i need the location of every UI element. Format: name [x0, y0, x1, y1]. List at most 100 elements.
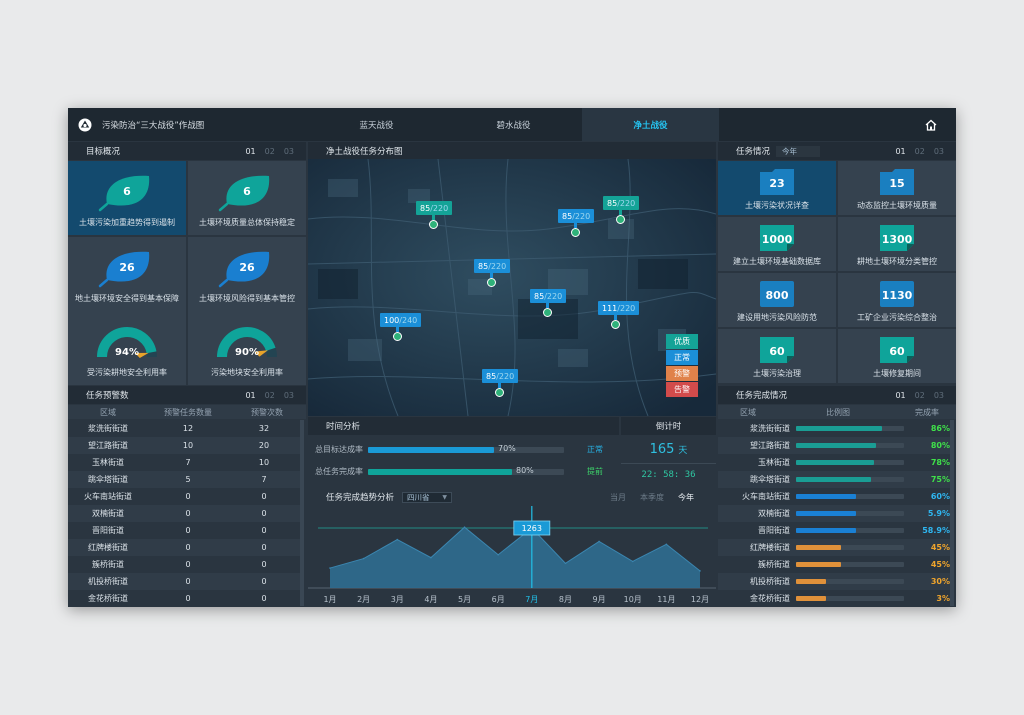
range-quarter[interactable]: 本季度	[640, 492, 664, 502]
row-ratio-bar	[796, 562, 904, 567]
page-2[interactable]: 02	[914, 146, 925, 156]
row-completion-rate: 86%	[930, 424, 950, 433]
row-region: 火车南站街道	[84, 492, 132, 501]
row-region: 金花桥街道	[750, 594, 790, 603]
page-3[interactable]: 03	[283, 390, 294, 400]
table-row[interactable]: 晋阳街道 0 0	[68, 522, 300, 539]
row-ratio-bar-fill	[796, 460, 874, 465]
range-year[interactable]: 今年	[678, 492, 694, 502]
completion-table-header: 区域 比例图 完成率	[718, 405, 956, 419]
row-completion-rate: 78%	[930, 458, 950, 467]
row-region: 红牌楼街道	[88, 543, 128, 552]
table-row[interactable]: 簇桥街道 0 0	[68, 556, 300, 573]
table-row[interactable]: 玉林街道 78%	[718, 454, 950, 471]
pin-stem	[490, 273, 493, 278]
tasks-pager: 01 02 03	[895, 142, 944, 160]
table-row[interactable]: 望江路街道 10 20	[68, 437, 300, 454]
countdown-clock: 22: 58: 36	[621, 463, 716, 485]
table-row[interactable]: 簇桥街道 45%	[718, 556, 950, 573]
row-region: 双楠街道	[758, 509, 790, 518]
page-2[interactable]: 02	[264, 390, 275, 400]
table-row[interactable]: 红牌楼街道 0 0	[68, 539, 300, 556]
table-row[interactable]: 双楠街道 0 0	[68, 505, 300, 522]
task-card[interactable]: 60 土壤修复期间	[838, 329, 956, 383]
page-3[interactable]: 03	[933, 146, 944, 156]
tab-blue-sky[interactable]: 蓝天战役	[308, 108, 445, 141]
task-card[interactable]: 1300 耕地土壤环境分类管控	[838, 217, 956, 271]
target-card[interactable]: 94% 受污染耕地安全利用率	[68, 311, 186, 385]
page-1[interactable]: 01	[895, 390, 906, 400]
row-region: 跳伞塔街道	[750, 475, 790, 484]
warning-scrollbar[interactable]	[300, 420, 304, 606]
task-distribution-map[interactable]: 85/220 85/220 85/220 85/220 85/220 111/220 100…	[308, 159, 716, 416]
home-icon[interactable]	[924, 118, 938, 132]
pin-value: 111	[602, 303, 618, 313]
logo-icon	[78, 118, 92, 131]
page-2[interactable]: 02	[264, 146, 275, 156]
range-month[interactable]: 当月	[610, 492, 626, 502]
table-row[interactable]: 机投桥街道 30%	[718, 573, 950, 590]
table-row[interactable]: 跳伞塔街道 5 7	[68, 471, 300, 488]
table-row[interactable]: 浆洗街街道 86%	[718, 420, 950, 437]
task-card[interactable]: 60 土壤污染治理	[718, 329, 836, 383]
task-card[interactable]: 15 动态监控土壤环境质量	[838, 161, 956, 215]
task-value: 1300	[881, 233, 913, 246]
target-card[interactable]: 6 土壤污染加重趋势得到遏制	[68, 161, 186, 235]
pin-tag: 85/220	[530, 289, 567, 303]
table-row[interactable]: 机投桥街道 0 0	[68, 573, 300, 590]
row-warning-count: 0	[261, 577, 267, 586]
targets-title: 目标概况	[86, 147, 121, 157]
series-line	[329, 526, 701, 572]
page-3[interactable]: 03	[933, 390, 944, 400]
table-row[interactable]: 红牌楼街道 45%	[718, 539, 950, 556]
table-row[interactable]: 跳伞塔街道 75%	[718, 471, 950, 488]
table-row[interactable]: 双楠街道 5.9%	[718, 505, 950, 522]
pin-dot-icon	[429, 220, 438, 229]
pin-tag: 85/220	[416, 201, 453, 215]
row-warning-count: 0	[261, 509, 267, 518]
table-row[interactable]: 浆洗街街道 12 32	[68, 420, 300, 437]
task-card[interactable]: 1000 建立土壤环境基础数据库	[718, 217, 836, 271]
legend-item[interactable]: 告警	[666, 382, 698, 397]
task-card[interactable]: 1130 工矿企业污染综合整治	[838, 273, 956, 327]
tasks-filter[interactable]: 今年	[776, 145, 821, 157]
gauge-value: 94%	[115, 347, 139, 358]
tab-clear-water[interactable]: 碧水战役	[445, 108, 582, 141]
table-row[interactable]: 晋阳街道 58.9%	[718, 522, 950, 539]
legend-item[interactable]: 正常	[666, 350, 698, 365]
region-select[interactable]: 四川省 ▼	[402, 491, 453, 503]
pin-value: 85	[478, 261, 489, 271]
row-task-count: 0	[185, 577, 191, 586]
tasks-title: 任务情况	[736, 147, 771, 157]
legend-item[interactable]: 优质	[666, 334, 698, 349]
page-1[interactable]: 01	[895, 146, 906, 156]
target-card[interactable]: 26 土壤环境风险得到基本管控	[188, 237, 306, 311]
task-card[interactable]: 800 建设用地污染风险防范	[718, 273, 836, 327]
pin-value: 85	[562, 211, 573, 221]
page-1[interactable]: 01	[245, 390, 256, 400]
table-row[interactable]: 玉林街道 7 10	[68, 454, 300, 471]
table-row[interactable]: 金花桥街道 3%	[718, 590, 950, 607]
page-3[interactable]: 03	[283, 146, 294, 156]
tab-pure-soil[interactable]: 净土战役	[582, 108, 719, 141]
table-row[interactable]: 金花桥街道 0 0	[68, 590, 300, 607]
target-label: 受污染耕地安全利用率	[87, 368, 167, 377]
table-row[interactable]: 望江路街道 80%	[718, 437, 950, 454]
table-row[interactable]: 火车南站街道 0 0	[68, 488, 300, 505]
pin-dot-icon	[393, 332, 402, 341]
row-ratio-bar	[796, 494, 904, 499]
completion-scrollbar[interactable]	[950, 420, 954, 606]
page-1[interactable]: 01	[245, 146, 256, 156]
legend-item[interactable]: 预警	[666, 366, 698, 381]
pin-tag: 85/220	[482, 369, 519, 383]
x-tick-label: 3月	[391, 595, 404, 604]
row-ratio-bar-fill	[796, 545, 841, 550]
pin-value: 85	[486, 371, 497, 381]
target-card[interactable]: 26 地土壤环境安全得到基本保障	[68, 237, 186, 311]
task-card[interactable]: 23 土壤污染状况详查	[718, 161, 836, 215]
data-point	[631, 560, 634, 563]
table-row[interactable]: 火车南站街道 60%	[718, 488, 950, 505]
target-card[interactable]: 90% 污染地块安全利用率	[188, 311, 306, 385]
page-2[interactable]: 02	[914, 390, 925, 400]
target-card[interactable]: 6 土壤环境质量总体保持稳定	[188, 161, 306, 235]
